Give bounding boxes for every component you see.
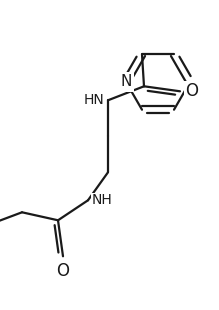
- Text: O: O: [57, 262, 69, 280]
- Text: NH: NH: [92, 193, 113, 207]
- Text: N: N: [120, 74, 132, 90]
- Text: HN: HN: [83, 93, 104, 107]
- Text: O: O: [185, 82, 198, 100]
